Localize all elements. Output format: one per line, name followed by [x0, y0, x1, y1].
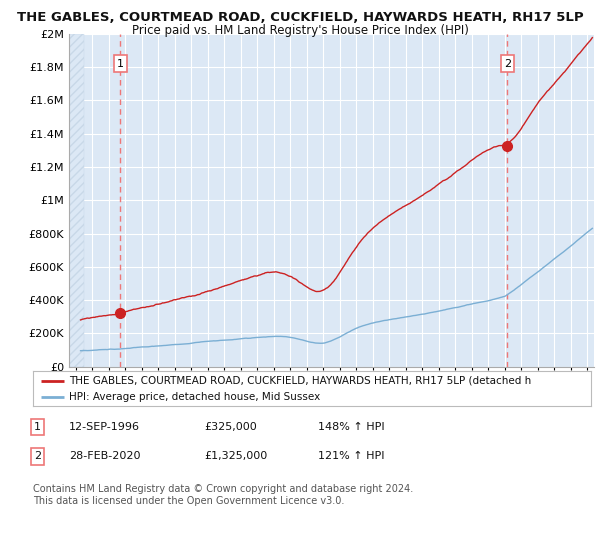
- Text: 2: 2: [504, 59, 511, 68]
- Text: 2: 2: [34, 451, 41, 461]
- Text: £1,325,000: £1,325,000: [204, 451, 267, 461]
- Text: 12-SEP-1996: 12-SEP-1996: [69, 422, 140, 432]
- Text: HPI: Average price, detached house, Mid Sussex: HPI: Average price, detached house, Mid …: [69, 391, 320, 402]
- Text: 121% ↑ HPI: 121% ↑ HPI: [318, 451, 385, 461]
- Text: Price paid vs. HM Land Registry's House Price Index (HPI): Price paid vs. HM Land Registry's House …: [131, 24, 469, 36]
- Text: 1: 1: [34, 422, 41, 432]
- Text: £325,000: £325,000: [204, 422, 257, 432]
- Text: 1: 1: [117, 59, 124, 68]
- Text: Contains HM Land Registry data © Crown copyright and database right 2024.
This d: Contains HM Land Registry data © Crown c…: [33, 484, 413, 506]
- Text: THE GABLES, COURTMEAD ROAD, CUCKFIELD, HAYWARDS HEATH, RH17 5LP: THE GABLES, COURTMEAD ROAD, CUCKFIELD, H…: [17, 11, 583, 24]
- Bar: [69, 34, 84, 367]
- Text: 148% ↑ HPI: 148% ↑ HPI: [318, 422, 385, 432]
- Text: 28-FEB-2020: 28-FEB-2020: [69, 451, 140, 461]
- Text: THE GABLES, COURTMEAD ROAD, CUCKFIELD, HAYWARDS HEATH, RH17 5LP (detached h: THE GABLES, COURTMEAD ROAD, CUCKFIELD, H…: [69, 376, 532, 386]
